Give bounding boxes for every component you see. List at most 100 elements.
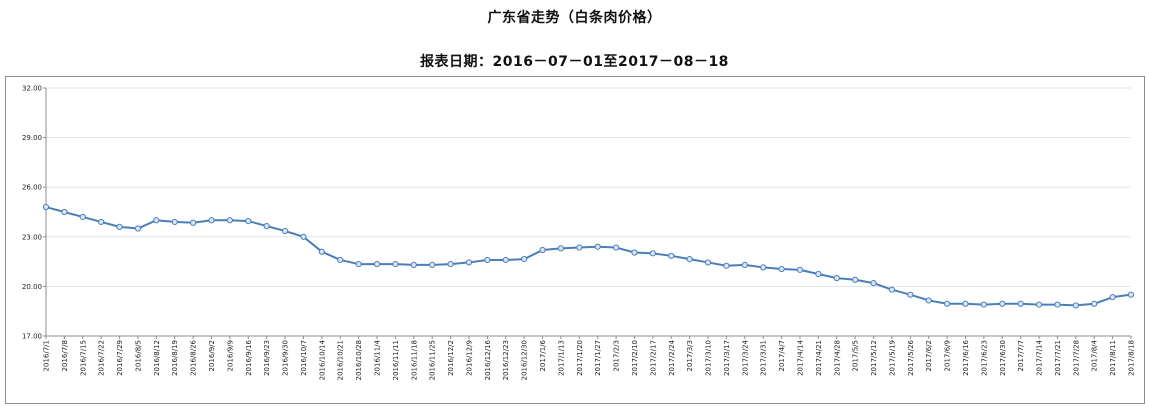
x-tick-label: 2017/6/9 [944,340,952,371]
data-point [61,208,68,216]
data-point [42,203,50,211]
x-tick-label: 2017/8/18 [1128,340,1136,376]
x-tick-label: 2017/8/11 [1109,340,1117,376]
x-tick-label: 2017/4/14 [796,339,804,375]
data-point [373,260,381,268]
data-point [226,217,233,224]
x-tick-label: 2017/2/17 [649,340,657,376]
data-point [980,301,987,308]
x-tick-label: 2016/8/19 [171,340,179,376]
x-tick-label: 2016/8/12 [153,340,161,376]
x-tick-label: 2017/5/12 [870,340,878,376]
data-point [171,218,178,226]
data-point [741,261,748,269]
x-tick-label: 2017/4/28 [833,340,841,376]
x-tick-label: 2017/5/19 [888,340,896,376]
data-point [318,248,325,255]
x-tick-label: 2016/9/30 [282,340,290,376]
data-point [355,260,362,268]
data-point [778,265,785,273]
x-tick-label: 2016/7/29 [116,340,124,376]
data-point [852,276,859,283]
data-point [907,291,914,298]
x-tick-label: 2016/7/22 [98,340,106,376]
data-point [153,217,160,224]
x-tick-label: 2016/11/25 [429,340,437,380]
x-tick-label: 2016/12/16 [484,339,492,380]
data-point [576,244,583,251]
x-tick-label: 2017/3/24 [741,339,749,375]
data-point [337,256,344,264]
data-point [484,256,491,264]
data-point [649,250,656,257]
data-point [79,213,86,221]
x-tick-label: 2017/7/7 [1017,340,1025,371]
data-point [447,260,454,268]
x-tick-label: 2017/6/23 [980,340,988,376]
x-tick-label: 2017/3/3 [686,340,694,371]
data-point [999,300,1006,307]
data-point [925,297,932,304]
x-tick-label: 2016/12/9 [465,340,473,376]
data-point [392,260,399,268]
x-tick-label: 2016/10/21 [337,340,345,380]
x-tick-label: 2016/9/23 [263,340,271,376]
x-tick-label: 2016/7/15 [79,340,87,376]
x-tick-label: 2017/5/26 [907,339,915,375]
x-tick-label: 2016/11/4 [374,339,382,375]
x-tick-label: 2017/1/13 [557,340,565,376]
data-point [465,259,473,266]
data-point [723,262,730,269]
x-tick-label: 2017/4/7 [778,340,786,371]
data-point [1091,300,1098,307]
x-tick-label: 2017/6/30 [999,340,1007,376]
x-tick-label: 2016/7/8 [61,340,69,371]
y-tick-label: 17.00 [22,333,42,341]
x-tick-label: 2016/9/9 [226,340,234,371]
y-tick-label: 29.00 [22,134,42,142]
x-tick-label: 2016/8/26 [190,339,198,375]
x-tick-label: 2017/7/21 [1054,340,1062,376]
x-tick-label: 2016/10/14 [318,339,326,380]
data-point [134,225,142,232]
data-point [631,249,638,256]
data-point [815,270,822,278]
data-point [410,261,417,269]
y-tick-label: 32.00 [22,85,42,93]
data-point [281,227,289,235]
x-tick-label: 2016/9/2 [208,340,216,371]
data-point [1127,291,1135,298]
data-point [539,246,546,254]
x-tick-label: 2016/7/1 [43,340,51,371]
x-tick-label: 2016/9/16 [245,339,253,375]
data-point [208,217,215,224]
data-point [612,244,620,251]
x-tick-labels: 2016/7/1 2016/7/8 2016/7/15 2016/7/22 2016/7… [43,339,1136,380]
x-tick-label: 2017/3/17 [723,340,731,376]
x-tick-label: 2017/7/14 [1036,339,1044,375]
data-point [429,261,436,269]
data-point [190,219,197,226]
y-tick-label: 26.00 [22,184,42,192]
x-tick-label: 2016/12/23 [502,340,510,380]
grid-layer [46,87,1131,337]
axis-layer [43,87,1132,339]
data-point [944,300,951,307]
x-tick-label: 2016/11/11 [392,340,400,380]
y-tick-label: 23.00 [22,233,42,241]
data-point [1109,294,1116,301]
data-point [245,217,252,225]
data-point [1017,300,1024,307]
data-point [263,222,270,230]
y-tick-label: 20.00 [22,283,42,291]
data-point [98,218,105,226]
data-point [704,259,712,266]
chart-frame [5,76,1145,404]
series-layer [42,203,1135,309]
data-point [796,266,804,273]
data-point [594,243,601,250]
data-point [888,286,896,293]
data-point [668,252,675,259]
x-tick-label: 2017/3/10 [705,340,713,376]
